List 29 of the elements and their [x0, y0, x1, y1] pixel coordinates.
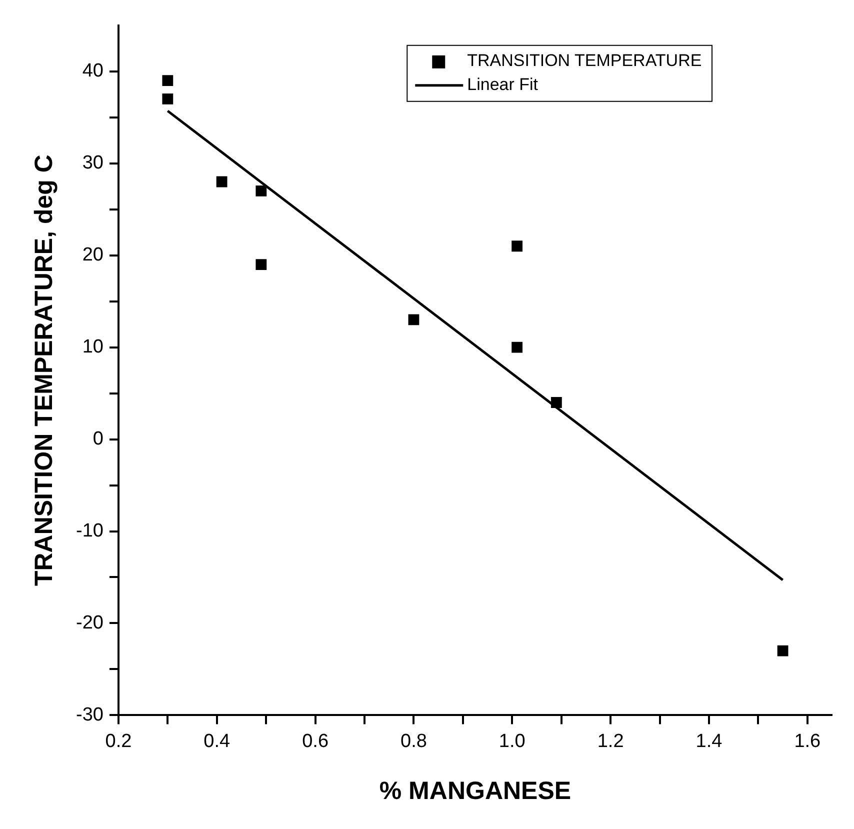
point	[777, 645, 788, 656]
x-tick-label: 1.4	[696, 730, 723, 752]
y-tick-label: 0	[92, 428, 104, 450]
point	[256, 186, 267, 196]
point	[512, 342, 523, 353]
x-tick-label: 0.8	[400, 730, 427, 752]
point	[408, 314, 420, 326]
y-tick-label: 30	[82, 152, 104, 174]
y-tick-label: 10	[82, 336, 104, 358]
y-tick-label: 40	[82, 60, 104, 82]
x-tick-label: 0.6	[302, 730, 329, 752]
x-tick-label: 1.0	[498, 730, 526, 752]
point	[162, 75, 174, 86]
x-tick-label: 1.2	[597, 730, 624, 752]
legend-label: TRANSITION TEMPERATURE	[467, 51, 702, 70]
x-axis-title: % MANGANESE	[379, 776, 572, 805]
x-tick-label: 1.6	[794, 730, 821, 752]
point	[162, 94, 174, 104]
y-tick-label: -10	[76, 520, 104, 542]
y-tick-label: -30	[76, 704, 104, 726]
y-tick-label: -20	[76, 612, 104, 634]
point	[216, 176, 228, 188]
point	[256, 259, 267, 270]
y-tick-label: 20	[82, 244, 104, 266]
x-tick-label: 0.2	[105, 730, 132, 752]
legend-label: Linear Fit	[467, 75, 538, 94]
y-axis-title: TRANSITION TEMPERATURE, deg C	[30, 154, 58, 586]
x-tick-label: 0.4	[204, 730, 231, 752]
point	[512, 240, 523, 252]
